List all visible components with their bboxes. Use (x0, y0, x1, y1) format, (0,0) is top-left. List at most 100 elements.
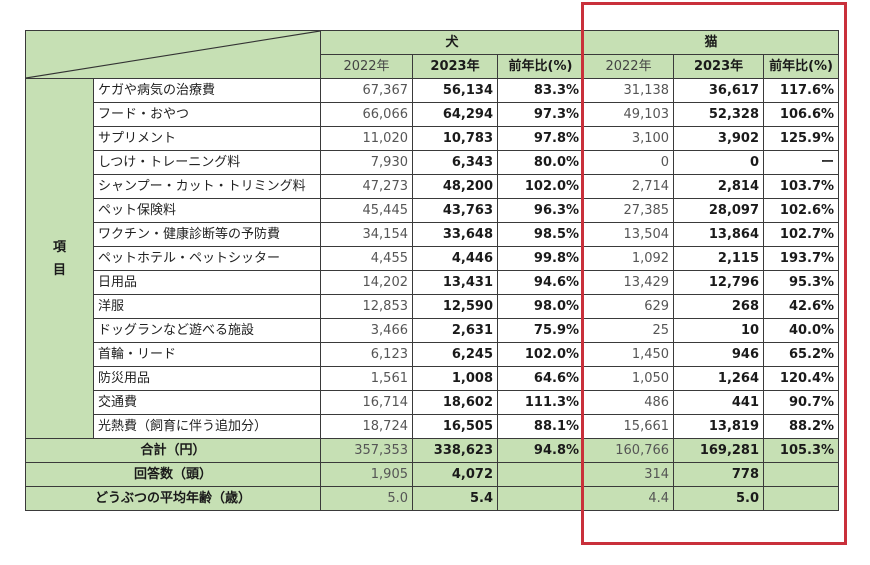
item-label: しつけ・トレーニング料 (93, 150, 321, 175)
item-label: 洋服 (93, 294, 321, 319)
table-row: 項目ケガや病気の治療費 67,367 56,134 83.3% 31,138 36,617… (25, 78, 840, 439)
cat-2023-value: 13,864 (673, 222, 765, 247)
dog-ratio-value: 88.1% (496, 414, 585, 439)
group-label-line2: 目 (52, 262, 66, 278)
dog-ratio-value: 97.3% (496, 102, 585, 127)
cat-2023-value: 28,097 (673, 198, 765, 223)
cat-2022-value: 486 (583, 390, 675, 415)
dog-2022-summary: 357,353 (320, 438, 413, 463)
cat-2023-summary: 5.0 (673, 486, 765, 511)
cat-ratio-value: 125.9% (763, 126, 840, 151)
item-label: ペットホテル・ペットシッター (93, 246, 321, 271)
dog-2023-value: 4,446 (412, 246, 498, 271)
header-row-years: 2022年 2023年 前年比(%) 2022年 2023年 前年比(%) (26, 54, 840, 79)
dog-2022-value: 47,273 (320, 174, 413, 199)
dog-ratio-value: 98.0% (496, 294, 585, 319)
item-label: フード・おやつ (93, 102, 321, 127)
item-label: シャンプー・カット・トリミング料 (93, 174, 321, 199)
dog-2023-value: 1,008 (412, 366, 498, 391)
summary-label: どうぶつの平均年齢（歳） (25, 486, 321, 511)
dog-2022-value: 12,853 (320, 294, 413, 319)
cat-2023-value: 268 (673, 294, 765, 319)
table-row: ペットホテル・ペットシッター 4,455 4,446 99.8% 1,092 2,115 1… (26, 246, 840, 271)
cat-ratio-summary (763, 462, 840, 487)
dog-2023-value: 6,343 (412, 150, 498, 175)
header-dog: 犬 (319, 30, 585, 55)
cat-2023-value: 0 (673, 150, 765, 175)
dog-2022-value: 66,066 (320, 102, 413, 127)
dog-2022-value: 67,367 (320, 78, 413, 103)
dog-ratio-summary (496, 486, 585, 511)
cat-2022-summary: 314 (583, 462, 675, 487)
cat-ratio-value: 120.4% (763, 366, 840, 391)
dog-2023-value: 16,505 (412, 414, 498, 439)
dog-2022-value: 6,123 (320, 342, 413, 367)
dog-ratio-value: 97.8% (496, 126, 585, 151)
cat-ratio-summary (763, 486, 840, 511)
dog-2022-value: 14,202 (320, 270, 413, 295)
dog-2022-value: 7,930 (320, 150, 413, 175)
table-row: ワクチン・健康診断等の予防費 34,154 33,648 98.5% 13,504 13,… (26, 222, 840, 247)
pet-expense-table: 犬 猫 2022年 2023年 前年比(%) 2022年 2023年 前年比(%… (25, 30, 840, 511)
table-row: サプリメント 11,020 10,783 97.8% 3,100 3,902 125.9% (26, 126, 840, 151)
header-dog-2023: 2023年 (412, 54, 498, 79)
cat-2023-value: 3,902 (673, 126, 765, 151)
corner-diagonal-cell (25, 30, 321, 79)
item-group-label: 項目 (25, 78, 94, 439)
group-label-line1: 項 (52, 239, 66, 255)
table-row: 洋服 12,853 12,590 98.0% 629 268 42.6% (26, 294, 840, 319)
dog-2023-summary: 5.4 (412, 486, 498, 511)
summary-row: どうぶつの平均年齢（歳） 5.0 5.4 4.4 5.0 (25, 486, 840, 511)
item-label: ペット保険料 (93, 198, 321, 223)
cat-2023-summary: 778 (673, 462, 765, 487)
header-row-animals: 犬 猫 (25, 30, 840, 79)
dog-ratio-value: 99.8% (496, 246, 585, 271)
header-cat-2023: 2023年 (673, 54, 765, 79)
cat-2023-value: 946 (673, 342, 765, 367)
dog-ratio-value: 94.6% (496, 270, 585, 295)
dog-2023-value: 18,602 (412, 390, 498, 415)
item-label: サプリメント (93, 126, 321, 151)
table-row: シャンプー・カット・トリミング料 47,273 48,200 102.0% 2,714 2… (26, 174, 840, 199)
cat-ratio-value: 193.7% (763, 246, 840, 271)
table-row: 防災用品 1,561 1,008 64.6% 1,050 1,264 120.4% (26, 366, 840, 391)
cat-2022-value: 13,429 (583, 270, 675, 295)
cat-ratio-value: 106.6% (763, 102, 840, 127)
cat-2022-value: 15,661 (583, 414, 675, 439)
cat-ratio-value: 95.3% (763, 270, 840, 295)
dog-2023-value: 33,648 (412, 222, 498, 247)
header-dog-ratio: 前年比(%) (496, 54, 585, 79)
cat-2022-value: 31,138 (583, 78, 675, 103)
dog-2023-value: 6,245 (412, 342, 498, 367)
table-row: 日用品 14,202 13,431 94.6% 13,429 12,796 95.3% (26, 270, 840, 295)
dog-2022-summary: 1,905 (320, 462, 413, 487)
dog-2022-value: 34,154 (320, 222, 413, 247)
header-cat: 猫 (583, 30, 840, 55)
dog-ratio-value: 80.0% (496, 150, 585, 175)
dog-2022-value: 3,466 (320, 318, 413, 343)
table-row: ドッグランなど遊べる施設 3,466 2,631 75.9% 25 10 40.0% (26, 318, 840, 343)
dog-2022-value: 16,714 (320, 390, 413, 415)
cat-ratio-value: 90.7% (763, 390, 840, 415)
dog-ratio-value: 64.6% (496, 366, 585, 391)
dog-2022-value: 11,020 (320, 126, 413, 151)
cat-2022-value: 25 (583, 318, 675, 343)
dog-ratio-value: 102.0% (496, 174, 585, 199)
cat-2023-value: 10 (673, 318, 765, 343)
cat-ratio-value: 42.6% (763, 294, 840, 319)
dog-2022-value: 4,455 (320, 246, 413, 271)
cat-2023-value: 36,617 (673, 78, 765, 103)
dog-2023-value: 12,590 (412, 294, 498, 319)
dog-2022-value: 1,561 (320, 366, 413, 391)
cat-2022-value: 2,714 (583, 174, 675, 199)
cat-2022-value: 1,092 (583, 246, 675, 271)
cat-2022-value: 1,050 (583, 366, 675, 391)
header-cat-2022: 2022年 (583, 54, 675, 79)
dog-2022-value: 45,445 (320, 198, 413, 223)
item-label: 首輪・リード (93, 342, 321, 367)
dog-ratio-value: 111.3% (496, 390, 585, 415)
cat-2022-value: 13,504 (583, 222, 675, 247)
dog-2022-summary: 5.0 (320, 486, 413, 511)
cat-2022-summary: 4.4 (583, 486, 675, 511)
table-row: しつけ・トレーニング料 7,930 6,343 80.0% 0 0 ー (26, 150, 840, 175)
